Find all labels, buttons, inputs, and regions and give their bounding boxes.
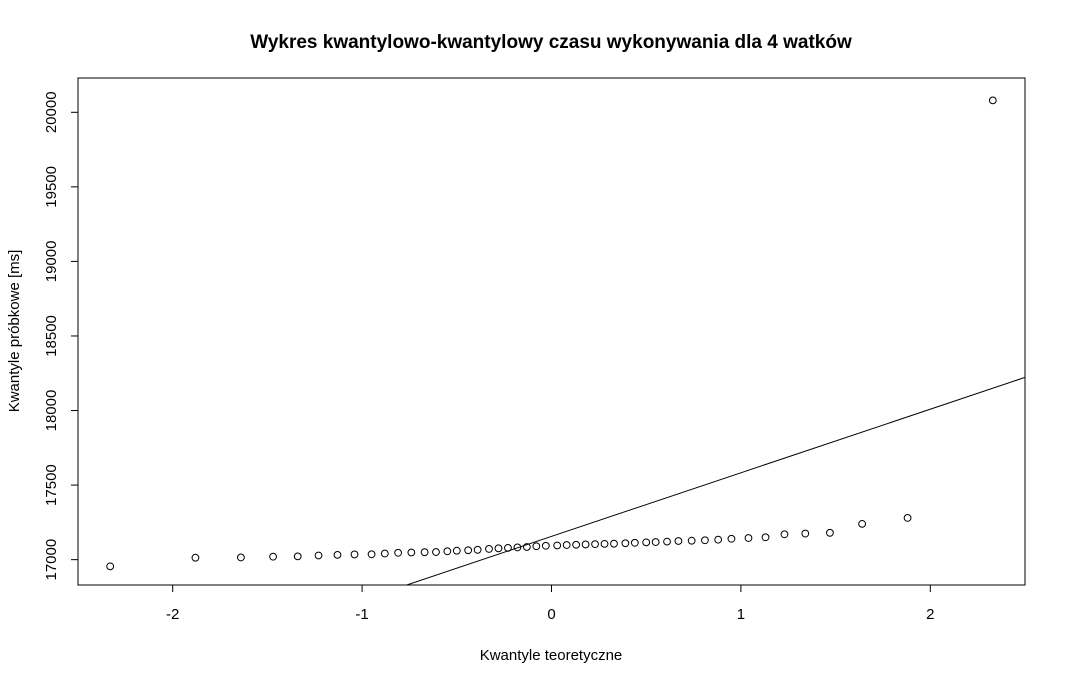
data-point	[381, 550, 388, 557]
data-point	[592, 541, 599, 548]
x-tick-label: 2	[926, 606, 934, 623]
data-point	[728, 535, 735, 542]
reference-line-group	[78, 377, 1025, 683]
data-point	[542, 542, 549, 549]
data-point	[652, 539, 659, 546]
data-point	[573, 541, 580, 548]
data-point	[294, 553, 301, 560]
data-point	[664, 538, 671, 545]
data-point	[762, 534, 769, 541]
data-point	[465, 547, 472, 554]
data-point	[334, 551, 341, 558]
data-point	[533, 543, 540, 550]
data-point	[192, 554, 199, 561]
data-point	[622, 540, 629, 547]
data-point	[702, 537, 709, 544]
data-point	[802, 530, 809, 537]
data-point	[563, 542, 570, 549]
y-tick-label: 20000	[43, 91, 60, 133]
data-point	[601, 540, 608, 547]
data-point	[444, 548, 451, 555]
x-tick-label: -1	[355, 606, 368, 623]
x-tick-label: 1	[737, 606, 745, 623]
chart-title: Wykres kwantylowo-kwantylowy czasu wykon…	[250, 32, 852, 53]
data-point	[827, 529, 834, 536]
data-point	[989, 97, 996, 104]
data-point	[270, 553, 277, 560]
data-points	[107, 97, 996, 570]
plot-frame	[78, 78, 1025, 585]
data-point	[643, 539, 650, 546]
data-point	[408, 549, 415, 556]
y-tick-label: 18000	[43, 390, 60, 432]
data-point	[395, 549, 402, 556]
data-point	[675, 538, 682, 545]
data-point	[631, 539, 638, 546]
data-point	[368, 551, 375, 558]
data-point	[904, 514, 911, 521]
y-tick-label: 17500	[43, 464, 60, 506]
data-point	[715, 536, 722, 543]
data-point	[486, 546, 493, 553]
y-tick-label: 19000	[43, 241, 60, 283]
data-point	[107, 563, 114, 570]
data-point	[781, 531, 788, 538]
data-point	[688, 537, 695, 544]
data-point	[433, 549, 440, 556]
data-point	[505, 544, 512, 551]
reference-line	[78, 377, 1025, 683]
data-point	[474, 546, 481, 553]
data-point	[315, 552, 322, 559]
data-point	[554, 542, 561, 549]
y-tick-label: 17000	[43, 539, 60, 581]
x-tick-label: 0	[547, 606, 555, 623]
data-point	[453, 547, 460, 554]
y-axis: 17000 17500 18000 18500 19000 19500 20000	[43, 91, 78, 580]
y-tick-label: 19500	[43, 166, 60, 208]
x-tick-label: -2	[166, 606, 179, 623]
data-point	[421, 549, 428, 556]
data-point	[611, 540, 618, 547]
y-tick-label: 18500	[43, 315, 60, 357]
x-axis: -2 -1 0 1 2	[166, 585, 934, 623]
data-point	[859, 520, 866, 527]
data-point	[237, 554, 244, 561]
data-point	[745, 535, 752, 542]
data-point	[495, 545, 502, 552]
y-axis-label: Kwantyle próbkowe [ms]	[6, 250, 23, 413]
data-point	[351, 551, 358, 558]
data-point	[582, 541, 589, 548]
x-axis-label: Kwantyle teoretyczne	[480, 647, 623, 664]
